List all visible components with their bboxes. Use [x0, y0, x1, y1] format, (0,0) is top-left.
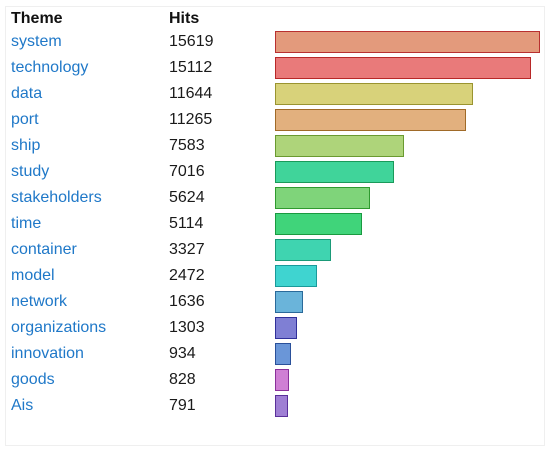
hits-bar — [275, 213, 362, 235]
hits-count: 1636 — [169, 293, 205, 310]
hits-count: 7583 — [169, 137, 205, 154]
table-row: ship 7583 — [0, 134, 550, 160]
hits-bar — [275, 343, 291, 365]
hits-bar — [275, 109, 466, 131]
theme-link[interactable]: stakeholders — [11, 189, 102, 206]
table-row: technology 15112 — [0, 56, 550, 82]
hits-count: 5624 — [169, 189, 205, 206]
hits-bar — [275, 317, 297, 339]
table-row: study 7016 — [0, 160, 550, 186]
theme-link[interactable]: Ais — [11, 397, 34, 414]
theme-link[interactable]: network — [11, 293, 68, 310]
table-row: time 5114 — [0, 212, 550, 238]
hits-count: 15112 — [169, 59, 213, 76]
hits-bar — [275, 161, 394, 183]
hits-bar — [275, 239, 331, 261]
hits-count: 791 — [169, 397, 196, 414]
table-row: goods 828 — [0, 368, 550, 394]
theme-link[interactable]: goods — [11, 371, 55, 388]
table-row: innovation 934 — [0, 342, 550, 368]
table-row: port 11265 — [0, 108, 550, 134]
hits-bar — [275, 291, 303, 313]
hits-count: 11644 — [169, 85, 213, 102]
theme-link[interactable]: ship — [11, 137, 41, 154]
theme-link[interactable]: system — [11, 33, 62, 50]
theme-link[interactable]: data — [11, 85, 43, 102]
hits-count: 7016 — [169, 163, 205, 180]
theme-link[interactable]: organizations — [11, 319, 107, 336]
hits-bar — [275, 369, 289, 391]
hits-column-header: Hits — [169, 10, 200, 27]
hits-count: 828 — [169, 371, 196, 388]
hits-bar — [275, 31, 540, 53]
table-row: container 3327 — [0, 238, 550, 264]
hits-bar — [275, 135, 404, 157]
hits-bar — [275, 265, 317, 287]
hits-bar — [275, 57, 531, 79]
theme-column-header: Theme — [11, 10, 63, 27]
table-row: data 11644 — [0, 82, 550, 108]
theme-link[interactable]: innovation — [11, 345, 84, 362]
hits-bar — [275, 395, 288, 417]
hits-count: 934 — [169, 345, 196, 362]
hits-bar — [275, 83, 473, 105]
theme-link[interactable]: model — [11, 267, 55, 284]
table-row: model 2472 — [0, 264, 550, 290]
hits-count: 1303 — [169, 319, 205, 336]
table-row: stakeholders 5624 — [0, 186, 550, 212]
theme-link[interactable]: technology — [11, 59, 89, 76]
hits-count: 5114 — [169, 215, 204, 232]
hits-bar — [275, 187, 370, 209]
hits-count: 15619 — [169, 33, 214, 50]
table-row: Ais 791 — [0, 394, 550, 420]
table-row: organizations 1303 — [0, 316, 550, 342]
hits-count: 11265 — [169, 111, 213, 128]
theme-link[interactable]: port — [11, 111, 39, 128]
table-row: system 15619 — [0, 30, 550, 56]
theme-link[interactable]: container — [11, 241, 77, 258]
theme-link[interactable]: study — [11, 163, 50, 180]
table-row: network 1636 — [0, 290, 550, 316]
hits-count: 3327 — [169, 241, 205, 258]
hits-count: 2472 — [169, 267, 205, 284]
theme-link[interactable]: time — [11, 215, 42, 232]
